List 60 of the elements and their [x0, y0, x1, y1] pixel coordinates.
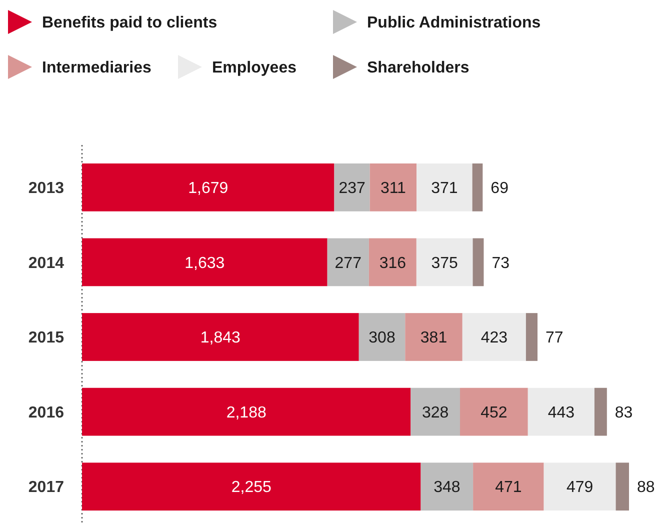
bar [327, 238, 369, 286]
y-tick-label: 2014 [28, 254, 64, 272]
data-label: 479 [566, 479, 594, 496]
y-tick-label: 2015 [28, 330, 64, 347]
bar [368, 238, 416, 286]
y-tick-label: 2013 [28, 180, 64, 197]
bar [405, 313, 462, 361]
legend-label: Employees [212, 60, 297, 77]
legend-label: Shareholders [367, 60, 470, 77]
data-label: 2,188 [226, 404, 266, 422]
bar [82, 163, 334, 212]
legend-label: Public Administrations [367, 14, 541, 32]
data-label: 73 [492, 254, 510, 272]
bar [526, 313, 538, 361]
y-tick-label: 2017 [28, 479, 64, 496]
bar [82, 313, 359, 361]
bar [594, 388, 607, 436]
data-label: 1,633 [184, 254, 225, 272]
legend-label: Intermediaries [42, 60, 152, 77]
data-label: 328 [422, 404, 449, 422]
data-label: 237 [338, 180, 366, 197]
data-label: 2,255 [231, 479, 272, 496]
bar [462, 313, 526, 361]
data-label: 371 [431, 180, 458, 197]
data-label: 452 [480, 404, 508, 422]
bar [82, 462, 421, 511]
data-label: 308 [368, 330, 396, 347]
data-label: 1,843 [200, 330, 241, 347]
bar [472, 163, 483, 212]
bar [544, 462, 616, 511]
bar [410, 388, 460, 436]
data-label: 348 [434, 479, 460, 496]
data-label: 443 [548, 404, 575, 422]
bar [82, 388, 411, 436]
bar [370, 163, 417, 212]
y-tick-label: 2016 [28, 404, 64, 422]
bar [82, 238, 328, 286]
bar [358, 313, 406, 361]
bar [473, 462, 544, 511]
data-label: 381 [420, 330, 448, 347]
bar [472, 238, 484, 286]
data-label: 83 [614, 404, 633, 422]
data-label: 1,679 [188, 180, 228, 197]
data-label: 69 [490, 180, 509, 197]
data-label: 375 [431, 254, 458, 272]
bar [420, 462, 474, 511]
data-label: 311 [380, 180, 406, 197]
legend-label: Benefits paid to clients [42, 14, 218, 32]
data-label: 316 [379, 254, 406, 272]
data-label: 471 [495, 479, 522, 496]
bar [460, 388, 528, 436]
data-label: 277 [334, 254, 362, 272]
bar [616, 462, 629, 511]
bar [416, 163, 472, 212]
data-label: 88 [637, 479, 655, 496]
data-label: 423 [480, 330, 508, 347]
bar [416, 238, 473, 286]
bar [334, 163, 370, 212]
bar [528, 388, 594, 436]
data-label: 77 [546, 330, 564, 347]
